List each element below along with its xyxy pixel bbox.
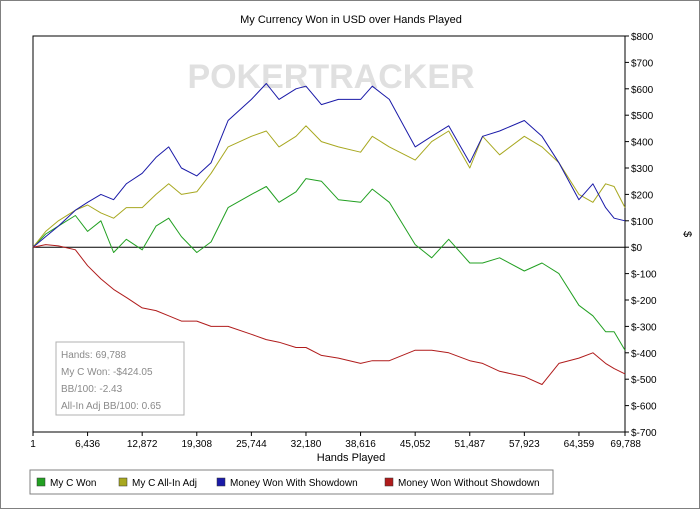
legend-label: Money Won Without Showdown (398, 478, 540, 489)
x-tick-label: 64,359 (564, 439, 595, 450)
legend-item: Money Won With Showdown (216, 477, 358, 489)
legend-item: My C Won (36, 477, 97, 489)
y-tick-label: $-700 (631, 428, 657, 439)
y-tick-label: $500 (631, 111, 654, 122)
y-tick-label: $-200 (631, 296, 657, 307)
x-tick-label: 19,308 (181, 439, 212, 450)
chart-title: My Currency Won in USD over Hands Played (240, 14, 462, 26)
legend-label: My C Won (50, 478, 97, 489)
y-tick-label: $-500 (631, 375, 657, 386)
y-tick-label: $-600 (631, 402, 657, 413)
legend-label: Money Won With Showdown (230, 478, 358, 489)
x-axis-label: Hands Played (317, 452, 386, 464)
x-tick-label: 1 (30, 439, 36, 450)
stats-won: My C Won: -$424.05 (61, 367, 153, 378)
y-tick-label: $-400 (631, 349, 657, 360)
series-line-4 (32, 244, 626, 385)
stats-allin-bb100: All-In Adj BB/100: 0.65 (61, 401, 162, 412)
series-line-3 (32, 83, 626, 248)
x-tick-label: 38,616 (345, 439, 376, 450)
y-axis-label: $ (681, 231, 693, 237)
x-tick-label: 12,872 (127, 439, 158, 450)
y-tick-label: $-100 (631, 270, 657, 281)
y-axis: $800 $700 $600 $500 $400 $300 $200 $100 $0 $-100 $… (625, 32, 657, 439)
series-line-1 (32, 178, 626, 351)
y-tick-label: $800 (631, 32, 654, 43)
x-tick-label: 32,180 (291, 439, 322, 450)
legend-swatch (384, 477, 394, 487)
legend-frame (29, 469, 554, 495)
x-tick-label: 45,052 (400, 439, 431, 450)
x-tick-label: 51,487 (454, 439, 485, 450)
legend-swatch (118, 477, 128, 487)
x-tick-label: 6,436 (75, 439, 100, 450)
series-line-2 (32, 125, 626, 248)
y-tick-label: $400 (631, 138, 654, 149)
series-layer (32, 83, 626, 385)
y-tick-label: $0 (631, 243, 643, 254)
legend-item: Money Won Without Showdown (384, 477, 540, 489)
y-tick-label: $-300 (631, 322, 657, 333)
stats-box: Hands: 69,788 My C Won: -$424.05 BB/100:… (55, 341, 185, 416)
legend-swatch (216, 477, 226, 487)
y-tick-label: $300 (631, 164, 654, 175)
x-tick-label: 69,788 (610, 439, 641, 450)
y-tick-label: $200 (631, 190, 654, 201)
legend-label: My C All-In Adj (132, 478, 197, 489)
watermark-logo: POKERTRACKER (187, 58, 474, 96)
stats-box-frame (55, 341, 185, 416)
legend: My C Won My C All-In Adj Money Won With Sh… (29, 469, 554, 495)
y-tick-label: $100 (631, 217, 654, 228)
legend-item: My C All-In Adj (118, 477, 197, 489)
x-tick-label: 57,923 (509, 439, 540, 450)
x-tick-label: 25,744 (236, 439, 267, 450)
legend-swatch (36, 477, 46, 487)
x-axis: 1 6,436 12,872 19,308 25,744 32,180 38,616 45,0… (30, 432, 641, 450)
stats-hands: Hands: 69,788 (61, 350, 126, 361)
y-tick-label: $600 (631, 85, 654, 96)
stats-bb100: BB/100: -2.43 (61, 384, 123, 395)
y-tick-label: $700 (631, 58, 654, 69)
